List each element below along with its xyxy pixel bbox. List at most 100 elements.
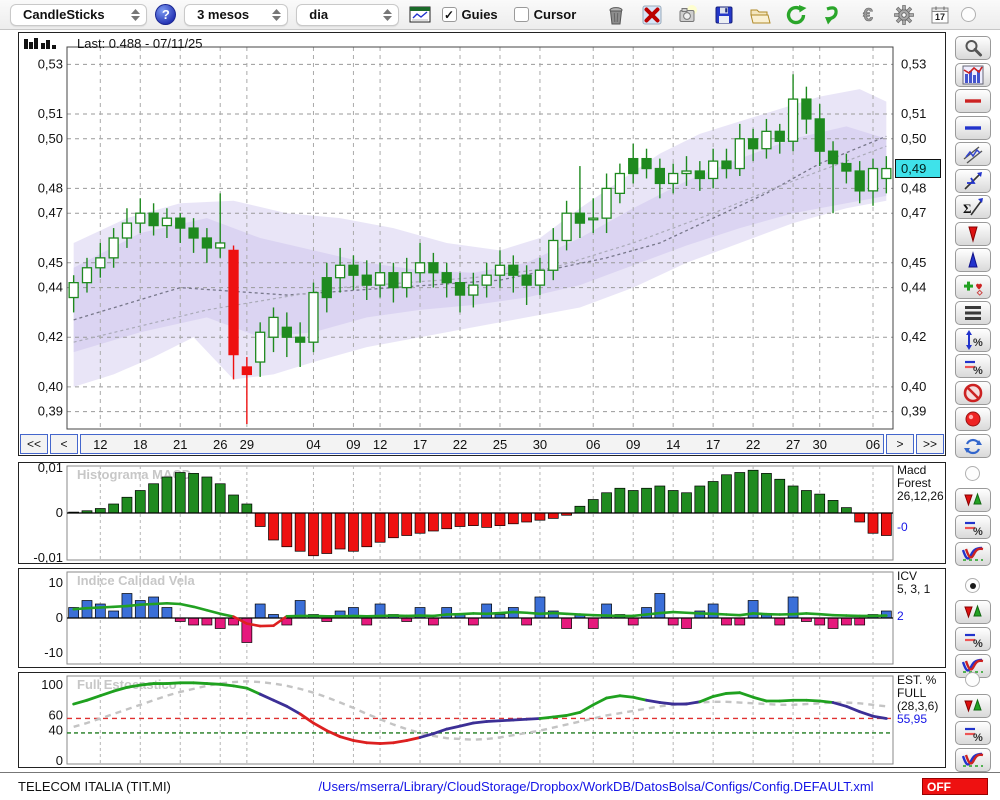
stoch-k-seg [112, 685, 129, 693]
candle [521, 274, 532, 286]
forbid-icon[interactable] [955, 380, 991, 405]
delete-x-icon[interactable] [638, 2, 665, 28]
reload-icon[interactable] [955, 433, 991, 458]
stoch-arrows-updown-icon[interactable] [955, 694, 991, 718]
nav-last-button[interactable]: >> [916, 434, 944, 454]
icv-arrows-updown-icon[interactable] [955, 600, 991, 624]
icv-curve-icon[interactable] [955, 654, 991, 678]
icv-bar [561, 617, 572, 629]
stoch-percent-lines2-icon[interactable]: % [955, 721, 991, 745]
icv-percent-lines2-icon[interactable]: % [955, 627, 991, 651]
measure-percent-icon[interactable]: % [955, 327, 991, 352]
candle [707, 160, 719, 180]
stoch-curve-icon[interactable] [955, 748, 991, 772]
add-marker-icon[interactable] [955, 274, 991, 299]
chart-style-icon[interactable] [955, 62, 991, 87]
macd-panel-radio[interactable] [965, 466, 980, 481]
icv-line-seg [498, 610, 515, 615]
percent-lines-icon[interactable]: % [955, 354, 991, 378]
snapshot-icon[interactable] [674, 2, 701, 28]
candle [81, 267, 93, 284]
arrow-down-icon[interactable] [955, 221, 991, 246]
trendline-icon[interactable] [955, 168, 991, 193]
record-icon[interactable] [955, 407, 991, 431]
nav-next-button[interactable]: > [886, 434, 914, 454]
candle [228, 249, 239, 356]
macd-bar [667, 490, 679, 514]
channel-icon[interactable] [955, 142, 991, 166]
off-toggle-button[interactable]: OFF [922, 778, 988, 795]
chart-type-select[interactable]: CandleSticks [10, 3, 148, 26]
icv-bar [667, 617, 679, 626]
macd-bar [721, 474, 732, 514]
icv-line-seg [432, 613, 448, 618]
trash-icon[interactable] [602, 2, 629, 28]
blue-line-icon[interactable] [955, 115, 991, 140]
euro-icon[interactable]: € [854, 2, 881, 28]
icv-bar [148, 596, 159, 619]
chart-window-icon[interactable] [407, 2, 434, 28]
macd-bar [241, 503, 253, 514]
macd-bar [308, 512, 319, 557]
top-right-radio[interactable] [961, 7, 977, 22]
open-icon[interactable] [746, 2, 773, 28]
refresh-icon[interactable] [782, 2, 809, 28]
svg-text:0,44: 0,44 [901, 280, 926, 295]
arrow-up-icon[interactable] [955, 248, 991, 272]
stoch-k-seg [645, 698, 662, 704]
interval-select[interactable]: dia [296, 3, 399, 26]
guies-checkbox[interactable]: ✓ Guies [441, 7, 498, 22]
red-line-icon[interactable] [955, 89, 991, 113]
candlestick-chart[interactable]: 0,53 0,53 0,51 0,51 0,50 0,50 0,48 0,48 0,47 0,47… [19, 33, 945, 433]
calendar-icon[interactable]: 17 [926, 2, 953, 28]
checkbox-empty-icon [513, 7, 529, 22]
macd-bar [707, 481, 719, 514]
candle [454, 281, 466, 296]
settings-icon[interactable] [890, 2, 917, 28]
candle [334, 264, 346, 279]
macd-bar [174, 472, 186, 514]
svg-text:10: 10 [49, 575, 63, 590]
stoch-k-seg [551, 714, 568, 719]
date-tick: 09 [625, 437, 641, 452]
stoch-k-seg [565, 711, 582, 717]
icv-panel-radio[interactable] [965, 578, 980, 593]
icv-chart[interactable]: Indice Calidad Vela 10 0 -10 [19, 569, 945, 667]
nav-first-button[interactable]: << [20, 434, 48, 454]
stoch-k-seg [831, 701, 848, 708]
macd-bar [188, 473, 199, 514]
macd-histogram[interactable]: Histograma MACD 0,01 0 -0,01 [19, 463, 945, 563]
candle [721, 160, 732, 170]
macd-curve-icon[interactable] [955, 542, 991, 566]
stoch-k-seg [378, 741, 395, 745]
icv-line-seg [218, 612, 235, 618]
macd-bar [534, 512, 546, 521]
levels-icon[interactable] [955, 301, 991, 325]
date-axis-strip[interactable]: 12 18 21 26 29 04 09 12 17 22 25 30 06 09 14 17 22 27 30 06 [80, 434, 884, 454]
icv-bar [521, 617, 532, 626]
help-icon[interactable]: ? [155, 4, 177, 25]
icv-bar [587, 617, 599, 629]
sigma-trend-icon[interactable]: Σ [955, 195, 991, 219]
range-select[interactable]: 3 mesos [184, 3, 289, 26]
icv-bar [254, 603, 266, 619]
macd-label-line: Macd [897, 463, 927, 477]
macd-percent-lines2-icon[interactable]: % [955, 515, 991, 539]
nav-prev-button[interactable]: < [50, 434, 78, 454]
candle [268, 316, 279, 338]
icv-line-seg [205, 608, 222, 616]
price-chart-panel: 0,53 0,53 0,51 0,51 0,50 0,50 0,48 0,48 0,47 0,47… [18, 32, 946, 456]
candle [494, 264, 506, 276]
macd-params-label: Macd Forest 26,12,26 -0 [897, 464, 947, 534]
sync-icon[interactable] [818, 2, 845, 28]
macd-arrows-updown-icon[interactable] [955, 488, 991, 512]
save-icon[interactable] [710, 2, 737, 28]
stoch-panel-radio[interactable] [965, 672, 980, 687]
candle [294, 336, 306, 343]
zoom-icon[interactable] [955, 36, 991, 60]
macd-bar [841, 507, 852, 514]
candle [175, 217, 186, 229]
cursor-checkbox[interactable]: Cursor [513, 7, 576, 22]
stoch-k-seg [658, 701, 675, 706]
